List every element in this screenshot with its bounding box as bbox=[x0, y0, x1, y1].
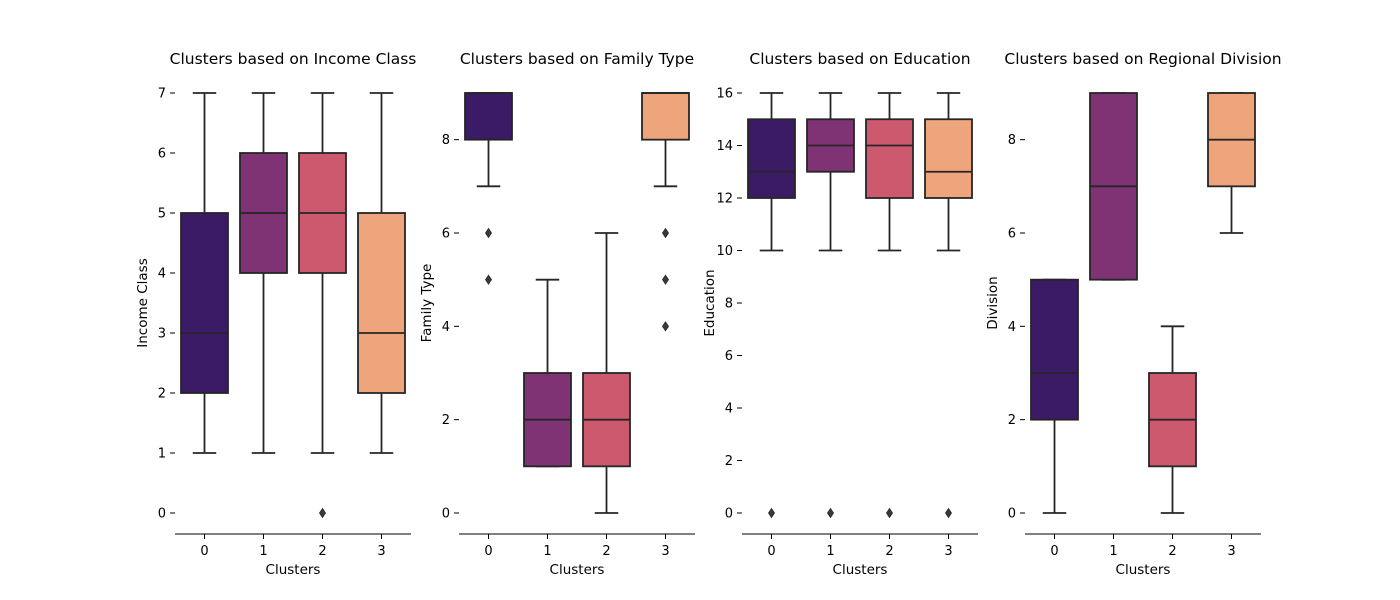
box-cluster-2 bbox=[582, 232, 631, 514]
y-axis-label: Income Class bbox=[135, 258, 151, 347]
x-tick-label: 3 bbox=[377, 544, 385, 559]
x-tick-label: 2 bbox=[1168, 544, 1176, 559]
outlier-point bbox=[662, 321, 669, 332]
box-cluster-2 bbox=[298, 92, 347, 519]
y-axis-label: Education bbox=[702, 269, 718, 336]
y-tick-label: 5 bbox=[158, 207, 166, 222]
y-tick-label: 6 bbox=[1008, 227, 1016, 242]
y-tick-label: 4 bbox=[725, 402, 733, 417]
outlier-point bbox=[485, 274, 492, 285]
subplot-title: Clusters based on Regional Division bbox=[1004, 50, 1281, 68]
y-axis-label: Family Type bbox=[419, 264, 435, 343]
y-axis-label: Division bbox=[985, 276, 1001, 330]
subplot-title: Clusters based on Income Class bbox=[170, 50, 417, 68]
y-tick-label: 3 bbox=[158, 327, 166, 342]
y-tick-label: 6 bbox=[725, 349, 733, 364]
y-tick-label: 2 bbox=[442, 413, 450, 428]
subplot-0: Clusters based on Income Class Income Cla… bbox=[135, 50, 416, 578]
y-tick-label: 0 bbox=[158, 507, 166, 522]
outlier-point bbox=[827, 507, 834, 519]
box-cluster-3 bbox=[641, 92, 690, 332]
x-tick-label: 2 bbox=[885, 544, 893, 559]
box-cluster-2 bbox=[865, 92, 914, 519]
x-tick-label: 3 bbox=[661, 544, 669, 559]
box-cluster-3 bbox=[924, 92, 973, 519]
outlier-point bbox=[768, 507, 775, 519]
x-tick-label: 0 bbox=[200, 544, 208, 559]
x-tick-label: 0 bbox=[484, 544, 492, 559]
y-tick-label: 0 bbox=[1008, 507, 1016, 522]
y-tick-label: 7 bbox=[158, 87, 166, 102]
x-tick-label: 2 bbox=[602, 544, 610, 559]
x-tick-label: 1 bbox=[826, 544, 834, 559]
subplot-title: Clusters based on Education bbox=[749, 50, 970, 68]
x-tick-label: 1 bbox=[259, 544, 267, 559]
y-tick-label: 6 bbox=[442, 227, 450, 242]
x-axis-label: Clusters bbox=[550, 562, 605, 578]
box-cluster-0 bbox=[464, 92, 513, 285]
box-iqr bbox=[865, 118, 914, 199]
y-tick-label: 8 bbox=[442, 133, 450, 148]
y-tick-label: 10 bbox=[716, 244, 733, 259]
subplot-title: Clusters based on Family Type bbox=[460, 50, 694, 68]
subplot-3: Clusters based on Regional Division Divis… bbox=[985, 50, 1282, 578]
y-tick-label: 8 bbox=[725, 297, 733, 312]
subplot-2: Clusters based on Education Education Clus… bbox=[702, 50, 978, 578]
x-tick-label: 0 bbox=[767, 544, 775, 559]
y-tick-label: 2 bbox=[158, 387, 166, 402]
box-cluster-0 bbox=[747, 92, 796, 519]
y-tick-label: 2 bbox=[725, 454, 733, 469]
box-iqr bbox=[357, 212, 406, 394]
box-cluster-2 bbox=[1148, 325, 1197, 514]
box-iqr bbox=[747, 118, 796, 199]
x-tick-label: 1 bbox=[1109, 544, 1117, 559]
outlier-point bbox=[662, 227, 669, 239]
x-axis-label: Clusters bbox=[266, 562, 321, 578]
x-tick-label: 3 bbox=[1227, 544, 1235, 559]
x-tick-label: 1 bbox=[543, 544, 551, 559]
x-axis-label: Clusters bbox=[1116, 562, 1171, 578]
outlier-point bbox=[662, 274, 669, 285]
box-iqr bbox=[641, 92, 690, 141]
y-tick-label: 4 bbox=[1008, 320, 1016, 335]
box-iqr bbox=[924, 118, 973, 199]
y-tick-label: 4 bbox=[158, 267, 166, 282]
box-cluster-3 bbox=[357, 92, 406, 454]
box-iqr bbox=[464, 92, 513, 141]
y-tick-label: 2 bbox=[1008, 413, 1016, 428]
y-tick-label: 0 bbox=[442, 507, 450, 522]
y-tick-label: 16 bbox=[716, 87, 733, 102]
x-tick-label: 2 bbox=[318, 544, 326, 559]
y-tick-label: 0 bbox=[725, 507, 733, 522]
subplot-1: Clusters based on Family Type Family Type… bbox=[419, 50, 695, 578]
box-cluster-1 bbox=[806, 92, 855, 519]
box-iqr bbox=[180, 212, 229, 394]
y-tick-label: 4 bbox=[442, 320, 450, 335]
box-cluster-1 bbox=[1089, 92, 1138, 281]
box-cluster-3 bbox=[1207, 92, 1256, 234]
box-cluster-0 bbox=[1030, 278, 1079, 514]
x-tick-label: 0 bbox=[1050, 544, 1058, 559]
x-axis-label: Clusters bbox=[833, 562, 888, 578]
box-cluster-1 bbox=[523, 278, 572, 468]
box-cluster-1 bbox=[239, 92, 288, 454]
outlier-point bbox=[945, 507, 952, 519]
y-tick-label: 8 bbox=[1008, 133, 1016, 148]
x-tick-label: 3 bbox=[944, 544, 952, 559]
outlier-point bbox=[886, 507, 893, 519]
box-iqr bbox=[1030, 278, 1079, 421]
outlier-point bbox=[485, 227, 492, 239]
y-tick-label: 6 bbox=[158, 147, 166, 162]
y-tick-label: 12 bbox=[716, 192, 733, 207]
y-tick-label: 1 bbox=[158, 447, 166, 462]
outlier-point bbox=[319, 507, 326, 519]
y-tick-label: 14 bbox=[716, 139, 733, 154]
box-cluster-0 bbox=[180, 92, 229, 454]
